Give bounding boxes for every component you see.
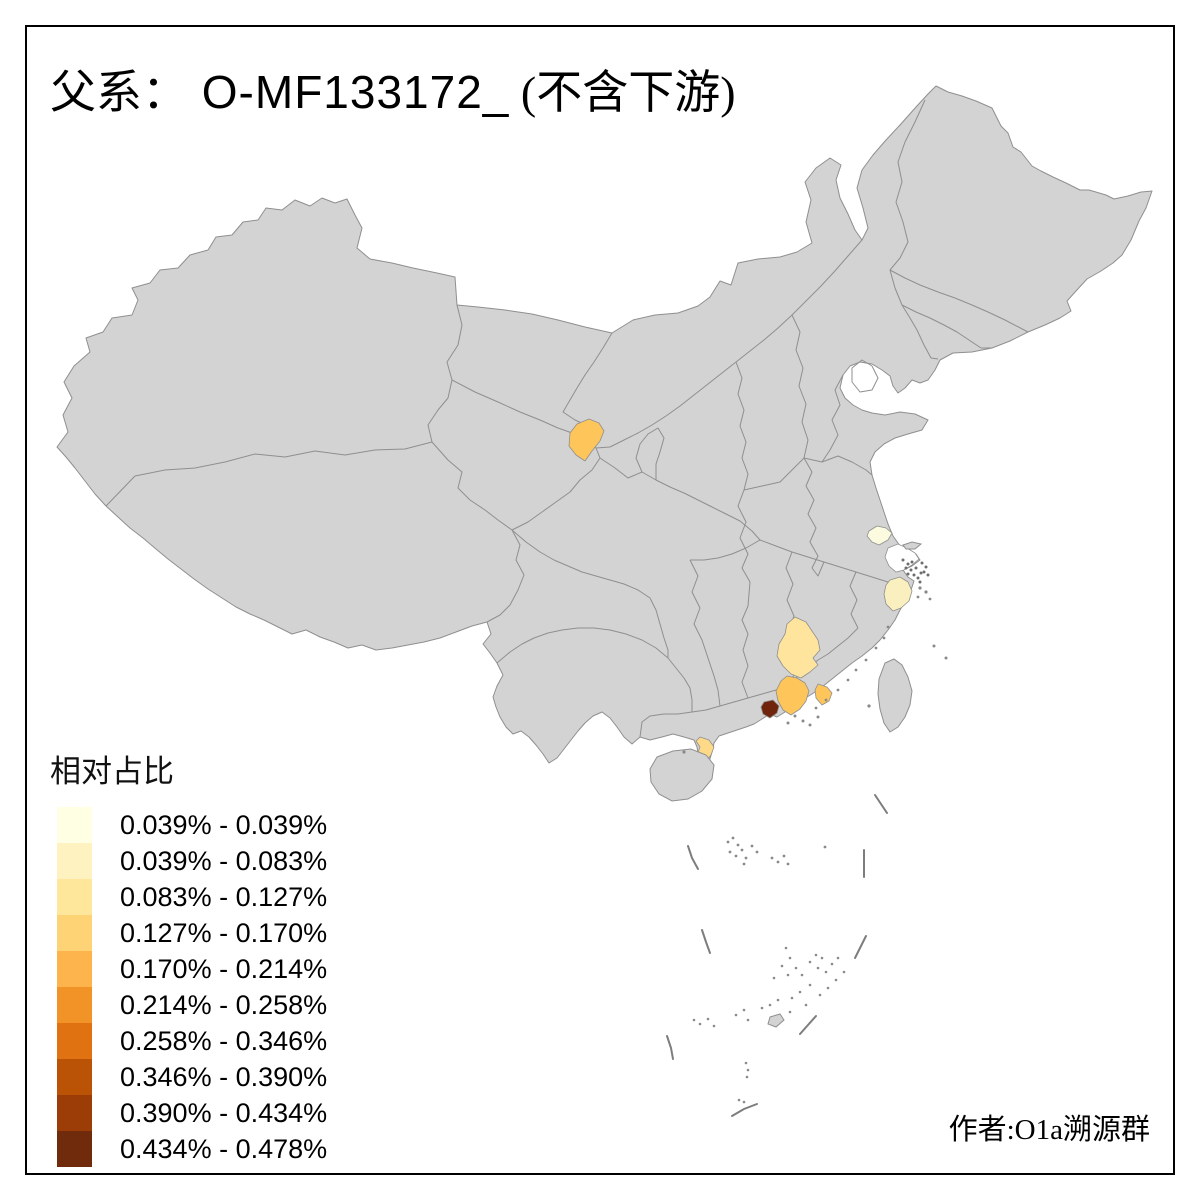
legend-label: 0.127% - 0.170% (120, 917, 328, 948)
legend-label: 0.346% - 0.390% (120, 1061, 328, 1092)
legend-item: 0.346% - 0.390% (57, 1059, 327, 1095)
map-region-western-guangdong (760, 699, 780, 719)
legend-swatch (57, 987, 92, 1023)
legend-swatch (57, 1023, 92, 1059)
hainan-island (649, 748, 715, 802)
map-region-coastal-zhejiang (883, 576, 913, 612)
title-haplogroup-code: O-MF133172_ (188, 66, 510, 118)
legend-label: 0.390% - 0.434% (120, 1097, 328, 1128)
map-region-western-fujian (776, 616, 821, 679)
taiwan-island (877, 658, 913, 733)
legend-item: 0.214% - 0.258% (57, 987, 327, 1023)
legend-label: 0.083% - 0.127% (120, 881, 328, 912)
title-prefix: 父系： (50, 67, 188, 118)
legend-item: 0.039% - 0.039% (57, 807, 327, 843)
legend-swatch (57, 843, 92, 879)
legend-swatch (57, 807, 92, 843)
legend-item: 0.170% - 0.214% (57, 951, 327, 987)
map-region-eastern-guangdong (814, 683, 833, 706)
legend-label: 0.258% - 0.346% (120, 1025, 328, 1056)
legend-label: 0.039% - 0.083% (120, 845, 328, 876)
page-title: 父系： O-MF133172_ (不含下游) (50, 56, 736, 122)
legend-item: 0.258% - 0.346% (57, 1023, 327, 1059)
legend-item: 0.127% - 0.170% (57, 915, 327, 951)
legend-swatch (57, 1095, 92, 1131)
legend-swatch (57, 1059, 92, 1095)
legend-label: 0.039% - 0.039% (120, 809, 328, 840)
legend-item: 0.390% - 0.434% (57, 1095, 327, 1131)
legend-label: 0.170% - 0.214% (120, 953, 328, 984)
legend-label: 0.214% - 0.258% (120, 989, 328, 1020)
attribution-text: 作者:O1a溯源群 (948, 1114, 1150, 1146)
south-china-sea (666, 794, 888, 1117)
legend-items: 0.039% - 0.039% 0.039% - 0.083% 0.083% - 0… (57, 807, 327, 1167)
legend-swatch (57, 879, 92, 915)
map-region-southern-jiangsu (866, 525, 893, 546)
legend-label: 0.434% - 0.478% (120, 1133, 328, 1164)
map-region-northeastern-guangdong (775, 675, 810, 716)
legend-item: 0.434% - 0.478% (57, 1131, 327, 1167)
title-suffix: (不含下游) (509, 67, 736, 118)
legend-item: 0.039% - 0.083% (57, 843, 327, 879)
map-region-central-gansu (568, 418, 605, 462)
legend: 相对占比 0.039% - 0.039% 0.039% - 0.083% 0.083… (50, 746, 327, 1167)
legend-swatch (57, 951, 92, 987)
islands (649, 541, 948, 802)
legend-item: 0.083% - 0.127% (57, 879, 327, 915)
legend-swatch (57, 915, 92, 951)
legend-swatch (57, 1131, 92, 1167)
legend-title: 相对占比 (50, 754, 174, 789)
shanghai-white-area (884, 543, 930, 584)
highlighted-regions (568, 418, 913, 773)
plot-frame (25, 25, 1175, 1175)
chongming-island (902, 541, 923, 550)
